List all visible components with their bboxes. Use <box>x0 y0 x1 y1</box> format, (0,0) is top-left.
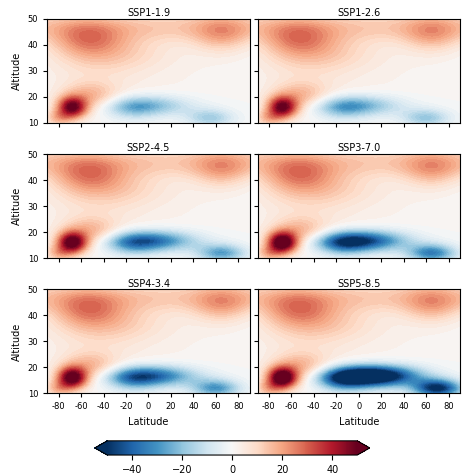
Y-axis label: Altitude: Altitude <box>12 187 22 225</box>
Y-axis label: Altitude: Altitude <box>12 322 22 361</box>
PathPatch shape <box>95 441 107 455</box>
Title: SSP3-7.0: SSP3-7.0 <box>337 144 380 154</box>
Title: SSP2-4.5: SSP2-4.5 <box>127 144 170 154</box>
X-axis label: Latitude: Latitude <box>338 417 379 427</box>
Title: SSP1-1.9: SSP1-1.9 <box>127 8 170 18</box>
Y-axis label: Altitude: Altitude <box>12 52 22 90</box>
Title: SSP4-3.4: SSP4-3.4 <box>127 279 170 289</box>
Title: SSP1-2.6: SSP1-2.6 <box>337 8 380 18</box>
X-axis label: Latitude: Latitude <box>128 417 169 427</box>
PathPatch shape <box>357 441 370 455</box>
Title: SSP5-8.5: SSP5-8.5 <box>337 279 381 289</box>
